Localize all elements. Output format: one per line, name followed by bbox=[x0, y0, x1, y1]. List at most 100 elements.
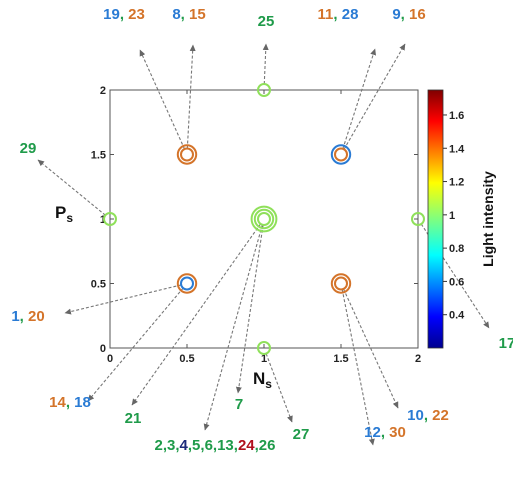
label-arrow bbox=[342, 48, 377, 149]
point-label-separator: , bbox=[234, 437, 238, 454]
x-tick-label: 1.5 bbox=[333, 353, 348, 365]
point-label-separator: , bbox=[424, 407, 432, 424]
point-marker-ring bbox=[330, 144, 352, 165]
point-marker-ring bbox=[103, 212, 117, 226]
point-label-separator: , bbox=[175, 437, 179, 454]
point-label-number: 19 bbox=[103, 6, 120, 23]
y-tick-label: 0.5 bbox=[91, 279, 106, 291]
point-label-number: 22 bbox=[432, 407, 449, 424]
point-label-number: 10 bbox=[407, 407, 424, 424]
y-tick-label: 1 bbox=[100, 214, 106, 226]
point-label: 2,3,4,5,6,13,24,26 bbox=[155, 437, 276, 454]
point-marker-ring bbox=[180, 276, 194, 291]
label-arrow bbox=[131, 223, 261, 406]
point-marker-ring bbox=[257, 341, 271, 355]
point-label-number: 6 bbox=[205, 437, 213, 454]
colorbar bbox=[427, 89, 444, 349]
point-marker-ring bbox=[334, 276, 348, 291]
point-label-number: 28 bbox=[342, 6, 359, 23]
colorbar-label: Light intensity bbox=[480, 171, 496, 267]
point-label: 25 bbox=[258, 13, 275, 30]
colorbar-tick-label: 0.8 bbox=[449, 243, 464, 255]
point-label-number: 3 bbox=[167, 437, 175, 454]
point-label-number: 16 bbox=[409, 6, 426, 23]
label-arrow bbox=[235, 224, 264, 394]
point-label-number: 20 bbox=[28, 308, 45, 325]
point-label-number: 7 bbox=[235, 396, 243, 413]
point-label-number: 25 bbox=[258, 13, 275, 30]
point-label-separator: , bbox=[66, 394, 74, 411]
point-label-separator: , bbox=[333, 6, 341, 23]
y-axis-ticks: 0 0.5 1 1.5 2 bbox=[91, 85, 418, 355]
point-marker-ring bbox=[180, 147, 194, 162]
point-label: 14, 18 bbox=[49, 394, 91, 411]
x-tick-label: 0.5 bbox=[179, 353, 194, 365]
label-arrow bbox=[37, 159, 106, 216]
label-arrow bbox=[342, 288, 399, 409]
point-label-number: 2 bbox=[155, 437, 163, 454]
point-label-separator: , bbox=[213, 437, 217, 454]
y-axis-label: Ps bbox=[55, 203, 73, 225]
point-label-separator: , bbox=[20, 308, 28, 325]
label-arrow bbox=[343, 43, 406, 150]
colorbar-tick-label: 1.2 bbox=[449, 177, 464, 189]
x-axis-ticks: 0 0.5 1 1.5 2 bbox=[107, 90, 421, 365]
point-label-number: 5 bbox=[192, 437, 200, 454]
point-label-separator: , bbox=[188, 437, 192, 454]
y-tick-label: 1.5 bbox=[91, 150, 106, 162]
colorbar-tick-label: 1.4 bbox=[449, 143, 465, 155]
point-label-separator: , bbox=[381, 424, 389, 441]
point-label: 19, 23 bbox=[103, 6, 145, 23]
point-label: 12, 30 bbox=[364, 424, 406, 441]
point-marker-ring bbox=[411, 212, 425, 226]
point-marker-ring bbox=[330, 273, 352, 294]
point-label-separator: , bbox=[401, 6, 409, 23]
point-label-number: 1 bbox=[11, 308, 19, 325]
point-label-number: 4 bbox=[180, 437, 189, 454]
point-label: 1, 20 bbox=[11, 308, 44, 325]
point-label-number: 9 bbox=[392, 6, 400, 23]
colorbar-tick-label: 1 bbox=[449, 210, 455, 222]
point-label-number: 14 bbox=[49, 394, 66, 411]
point-label-separator: , bbox=[255, 437, 259, 454]
point-label-number: 29 bbox=[20, 140, 37, 157]
point-label-number: 11 bbox=[318, 6, 334, 23]
label-arrow bbox=[262, 43, 269, 85]
label-arrow bbox=[341, 289, 375, 446]
point-label-number: 12 bbox=[364, 424, 381, 441]
point-label-number: 15 bbox=[189, 6, 206, 23]
point-label-separator: , bbox=[120, 6, 128, 23]
point-marker-ring bbox=[257, 212, 271, 226]
plot-area bbox=[109, 89, 419, 349]
point-label: 27 bbox=[293, 426, 310, 443]
colorbar-tick-label: 1.6 bbox=[449, 110, 464, 122]
point-marker-ring bbox=[250, 205, 278, 233]
label-arrow bbox=[265, 353, 293, 423]
point-label: 7 bbox=[235, 396, 243, 413]
label-arrow bbox=[139, 49, 186, 150]
y-tick-label: 0 bbox=[100, 343, 106, 355]
point-label: 9, 16 bbox=[392, 6, 425, 23]
point-label: 10, 22 bbox=[407, 407, 449, 424]
point-marker-ring bbox=[176, 273, 198, 294]
point-label-number: 26 bbox=[259, 437, 276, 454]
point-label-number: 17 bbox=[499, 335, 513, 352]
point-label-number: 24 bbox=[238, 437, 255, 454]
point-label: 11, 28 bbox=[318, 6, 359, 23]
point-label-number: 8 bbox=[172, 6, 180, 23]
point-label-number: 18 bbox=[74, 394, 91, 411]
point-label-number: 30 bbox=[389, 424, 406, 441]
point-label-separator: , bbox=[181, 6, 189, 23]
point-label-number: 13 bbox=[217, 437, 234, 454]
point-markers bbox=[103, 83, 425, 355]
colorbar-tick-label: 0.6 bbox=[449, 276, 464, 288]
point-marker-ring bbox=[176, 144, 198, 165]
x-tick-label: 1 bbox=[261, 353, 267, 365]
label-arrow bbox=[186, 44, 196, 149]
x-axis-label: Ns bbox=[253, 369, 272, 391]
point-label-number: 21 bbox=[125, 410, 142, 427]
colorbar-tick-label: 0.4 bbox=[449, 310, 465, 322]
y-tick-label: 2 bbox=[100, 85, 106, 97]
